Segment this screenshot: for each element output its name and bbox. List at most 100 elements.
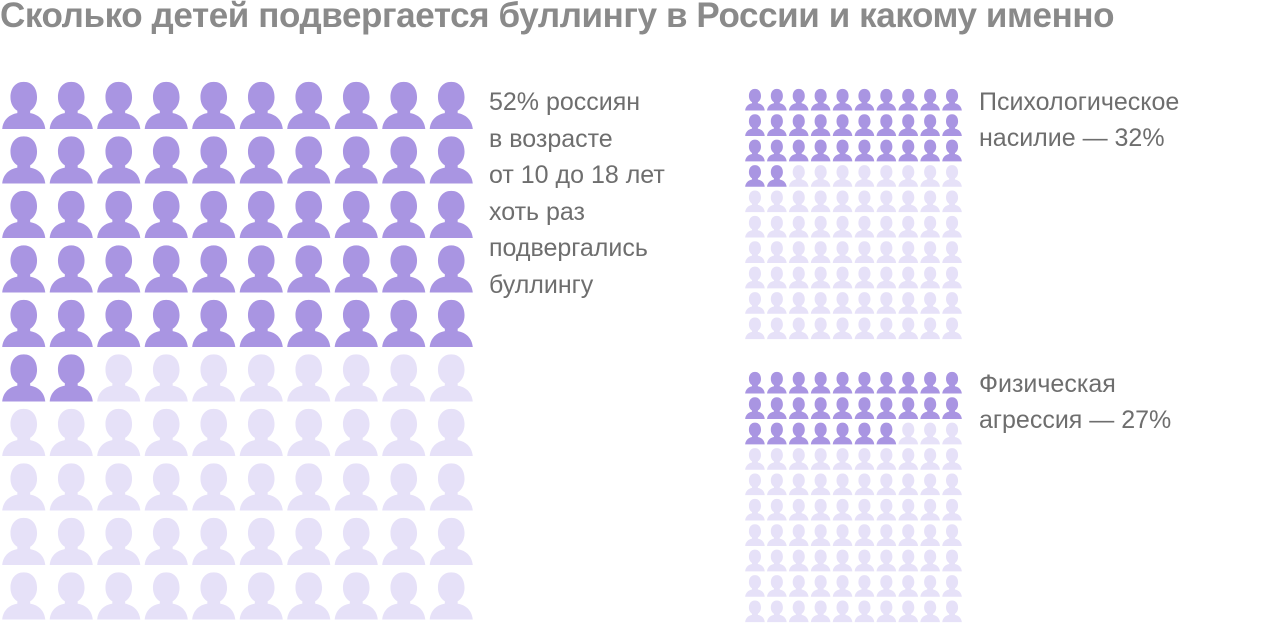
person-icon-empty <box>767 600 787 623</box>
person-icon-filled <box>942 114 962 136</box>
person-icon-filled <box>334 136 378 184</box>
waffle-svg <box>745 88 962 340</box>
person-icon-empty <box>876 292 897 314</box>
person-icon-empty <box>767 524 787 546</box>
person-icon-filled <box>745 139 765 162</box>
caption-line: буллингу <box>489 270 594 299</box>
person-icon-empty <box>920 575 940 597</box>
person-icon-empty <box>334 572 378 620</box>
person-icon-empty <box>767 190 787 213</box>
person-icon-empty <box>832 498 853 521</box>
caption-line: агрессия — 27% <box>979 406 1172 434</box>
person-icon-empty <box>898 498 919 521</box>
person-icon-empty <box>810 473 831 496</box>
person-icon-filled <box>854 88 875 111</box>
person-icon-empty <box>854 292 875 314</box>
person-icon-filled <box>49 81 93 130</box>
person-icon-filled <box>942 139 962 162</box>
caption-physical: Физическая агрессия — 27% <box>979 366 1171 438</box>
person-icon-filled <box>767 88 787 111</box>
person-icon-empty <box>745 549 765 572</box>
person-icon-filled <box>942 88 962 111</box>
person-icon-empty <box>788 266 809 289</box>
person-icon-filled <box>810 397 831 419</box>
person-icon-filled <box>810 88 831 111</box>
person-icon-empty <box>942 190 962 213</box>
person-icon-empty <box>898 292 919 314</box>
person-icon-filled <box>97 81 141 130</box>
person-icon-empty <box>767 473 787 496</box>
person-icon-empty <box>832 473 853 496</box>
person-icon-filled <box>832 114 853 136</box>
person-icon-filled <box>854 371 875 394</box>
person-icon-filled <box>429 81 473 130</box>
person-icon-empty <box>97 572 141 620</box>
person-icon-filled <box>49 299 93 348</box>
person-icon-empty <box>876 266 897 289</box>
person-icon-empty <box>832 165 853 187</box>
person-icon-filled <box>920 397 940 419</box>
person-icon-empty <box>49 517 93 566</box>
person-icon-empty <box>239 517 283 566</box>
person-icon-empty <box>429 517 473 566</box>
person-icon-empty <box>788 292 809 314</box>
person-icon-filled <box>144 299 188 348</box>
person-icon-filled <box>854 422 875 445</box>
person-icon-filled <box>334 245 378 293</box>
person-icon-empty <box>876 473 897 496</box>
person-icon-filled <box>97 136 141 184</box>
person-icon-filled <box>192 81 236 130</box>
person-icon-filled <box>287 190 331 239</box>
person-icon-empty <box>876 498 897 521</box>
person-icon-empty <box>832 448 853 470</box>
person-icon-empty <box>832 266 853 289</box>
person-icon-empty <box>876 241 897 263</box>
person-icon-empty <box>920 524 940 546</box>
person-icon-empty <box>810 266 831 289</box>
person-icon-empty <box>745 317 765 340</box>
person-icon-filled <box>810 371 831 394</box>
person-icon-empty <box>745 292 765 314</box>
person-icon-empty <box>745 600 765 623</box>
person-icon-empty <box>192 572 236 620</box>
person-icon-empty <box>810 575 831 597</box>
person-icon-empty <box>898 473 919 496</box>
person-icon-empty <box>854 241 875 263</box>
person-icon-filled <box>854 397 875 419</box>
person-icon-empty <box>898 575 919 597</box>
person-icon-empty <box>192 517 236 566</box>
person-icon-empty <box>239 408 283 457</box>
person-icon-empty <box>942 241 962 263</box>
person-icon-empty <box>876 600 897 623</box>
person-icon-filled <box>192 245 236 293</box>
person-icon-filled <box>767 371 787 394</box>
person-icon-empty <box>745 448 765 470</box>
person-icon-empty <box>192 408 236 457</box>
person-icon-empty <box>287 463 331 511</box>
person-icon-filled <box>287 245 331 293</box>
person-icon-filled <box>429 245 473 293</box>
person-icon-empty <box>2 572 46 620</box>
person-icon-empty <box>810 190 831 213</box>
person-icon-filled <box>767 139 787 162</box>
person-icon-filled <box>429 136 473 184</box>
person-icon-empty <box>920 292 940 314</box>
person-icon-empty <box>920 190 940 213</box>
person-icon-filled <box>745 371 765 394</box>
person-icon-empty <box>876 317 897 340</box>
person-icon-empty <box>854 549 875 572</box>
person-icon-empty <box>942 165 962 187</box>
person-icon-empty <box>382 517 426 566</box>
person-icon-empty <box>382 463 426 511</box>
person-icon-empty <box>876 215 897 238</box>
person-icon-empty <box>854 524 875 546</box>
waffle-svg <box>2 81 473 620</box>
person-icon-empty <box>832 524 853 546</box>
person-icon-empty <box>876 448 897 470</box>
person-icon-empty <box>49 572 93 620</box>
person-icon-empty <box>898 448 919 470</box>
person-icon-empty <box>920 317 940 340</box>
person-icon-empty <box>97 463 141 511</box>
person-icon-empty <box>429 572 473 620</box>
person-icon-empty <box>788 241 809 263</box>
